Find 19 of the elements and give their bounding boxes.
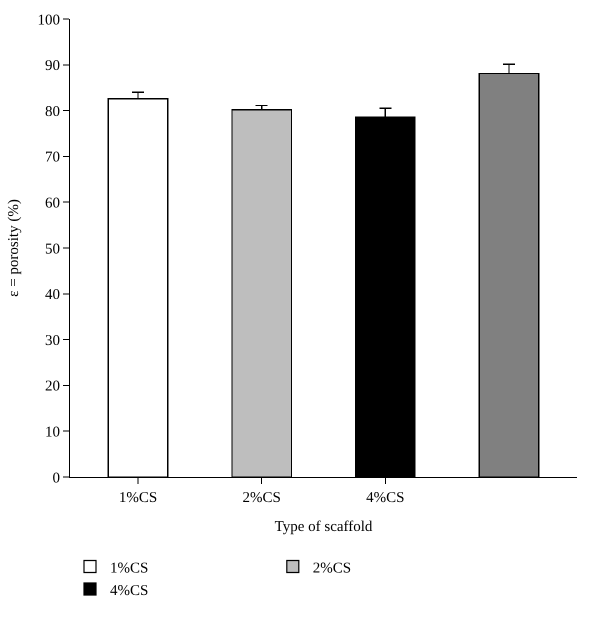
y-tick-label: 60: [45, 195, 60, 212]
legend-label: 1%CS: [110, 560, 148, 576]
y-tick-label: 90: [45, 58, 60, 74]
y-tick-label: 100: [38, 12, 60, 28]
x-tick-label: 1%CS: [118, 490, 158, 506]
y-tick-label: 70: [45, 150, 60, 166]
y-tick-label: 80: [45, 104, 60, 120]
y-tick-label: 20: [45, 378, 60, 395]
x-tick-label: 2%CS: [242, 490, 281, 506]
legend-label: 2%CS: [312, 560, 352, 576]
y-tick-label: 40: [45, 287, 60, 304]
y-tick-label: 0: [52, 470, 60, 486]
y-tick-label: 10: [45, 424, 60, 440]
legend-label: 4%CS: [110, 582, 148, 599]
y-tick-label: 30: [45, 332, 60, 349]
x-tick-label: 4%CS: [366, 490, 404, 506]
y-axis-title: ε = porosity (%): [6, 199, 22, 297]
x-axis-title: Type of scaffold: [274, 519, 373, 535]
y-tick-label: 50: [45, 241, 60, 258]
